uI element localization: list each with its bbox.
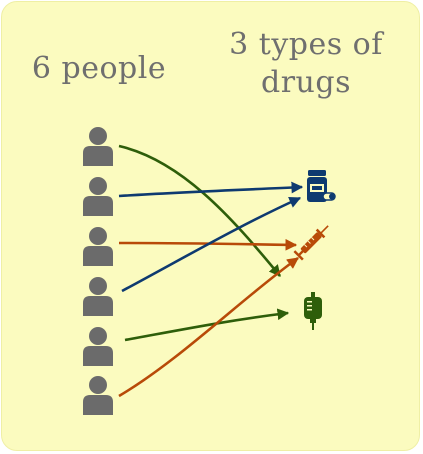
drugs-label-line1: 3 types of	[229, 27, 383, 62]
person-icon	[83, 127, 113, 166]
syringe-icon	[293, 225, 329, 261]
person-icon	[83, 177, 113, 216]
person-icon	[83, 277, 113, 316]
arrow-person1-to-iv-bag	[118, 144, 282, 277]
arrow-person6-to-syringe	[118, 256, 299, 398]
person-icon	[83, 327, 113, 366]
arrow-person2-to-pill-bottle	[118, 181, 304, 198]
arrow-person5-to-iv-bag	[124, 308, 290, 342]
people-label: 6 people	[31, 51, 167, 86]
connections	[118, 144, 304, 398]
drugs-heading: 3 types of drugs	[206, 26, 406, 102]
people-heading: 6 people	[14, 50, 184, 88]
drugs-label-line2: drugs	[261, 65, 351, 100]
people-column	[83, 127, 113, 415]
iv-bag-icon	[304, 292, 322, 330]
arrow-person4-to-pill-bottle	[121, 196, 302, 293]
pill-bottle-icon	[307, 170, 336, 202]
person-icon	[83, 227, 113, 266]
person-icon	[83, 376, 113, 415]
